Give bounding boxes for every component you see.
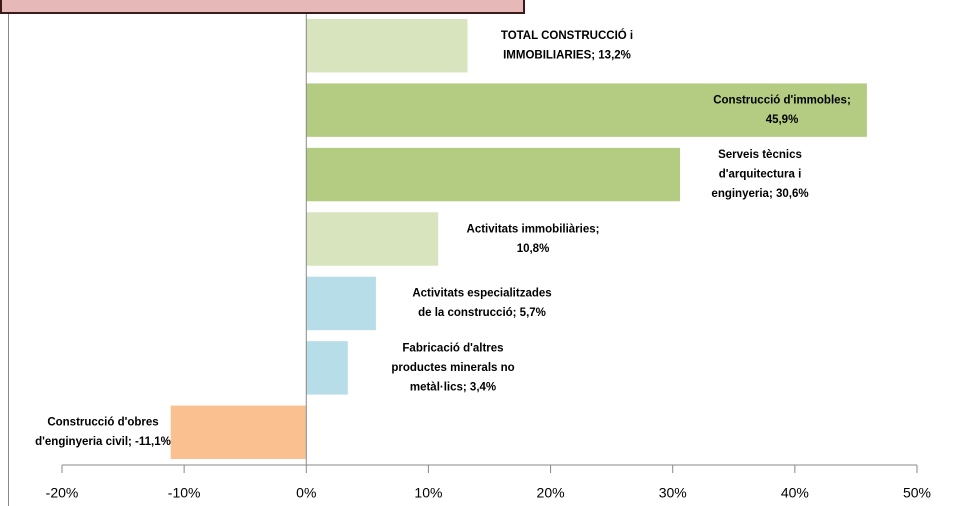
bar xyxy=(306,147,681,202)
title-box xyxy=(0,0,525,14)
data-label: Construcció d'immobles; xyxy=(713,94,851,106)
data-label: Serveis tècnics xyxy=(718,149,802,161)
data-label: Activitats especialitzades xyxy=(412,288,551,300)
data-label: 45,9% xyxy=(766,114,799,126)
x-tick-label: -10% xyxy=(168,485,201,501)
bar xyxy=(306,212,439,266)
bar xyxy=(170,405,307,459)
data-label: Activitats immobiliàries; xyxy=(467,223,600,235)
data-label: productes minerals no xyxy=(391,362,514,374)
bar xyxy=(306,83,867,137)
data-label: d'enginyeria civil; -11,1% xyxy=(35,436,171,448)
x-tick-label: 40% xyxy=(781,485,809,501)
data-label: 10,8% xyxy=(517,243,550,255)
x-tick-label: 50% xyxy=(903,485,931,501)
x-tick-label: -20% xyxy=(46,485,79,501)
data-label: de la construcció; 5,7% xyxy=(418,307,546,319)
bar xyxy=(306,19,468,73)
data-label: d'arquitectura i xyxy=(719,169,802,181)
data-label: metàl·lics; 3,4% xyxy=(410,381,496,393)
x-tick-label: 0% xyxy=(296,485,316,501)
x-tick-label: 20% xyxy=(537,485,565,501)
x-tick-label: 30% xyxy=(659,485,687,501)
data-label: Construcció d'obres xyxy=(47,417,158,429)
bar xyxy=(306,341,348,395)
data-label: TOTAL CONSTRUCCIÓ i xyxy=(501,29,633,42)
bar xyxy=(306,276,376,331)
data-label: IMMOBILIARIES; 13,2% xyxy=(503,49,631,61)
data-label: Fabricació d'altres xyxy=(402,342,503,354)
x-tick-label: 10% xyxy=(414,485,442,501)
data-label: enginyeria; 30,6% xyxy=(711,188,808,200)
